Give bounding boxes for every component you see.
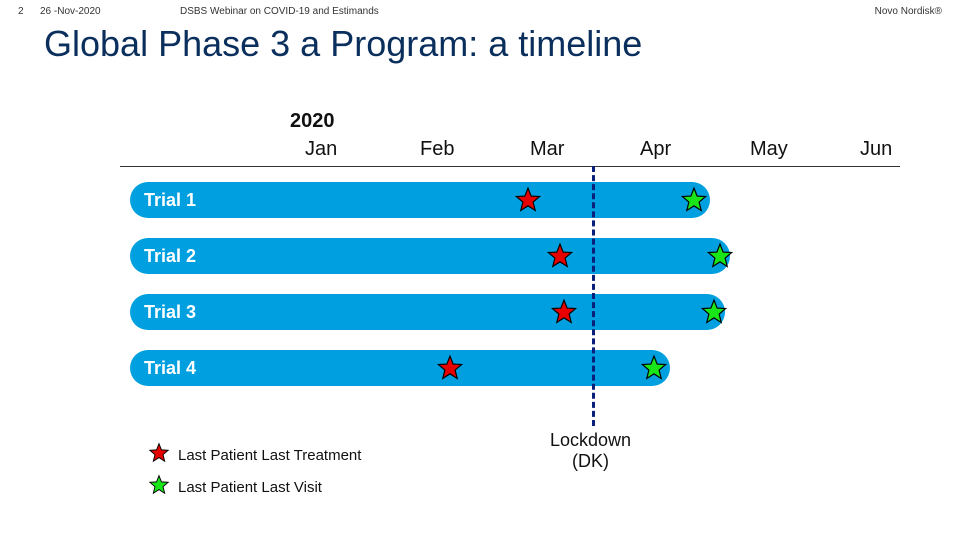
slide-header: 2 26 -Nov-2020 DSBS Webinar on COVID-19 … [0,0,960,17]
page-number: 2 [18,6,40,17]
star-icon [148,442,170,468]
star-icon [700,298,728,326]
legend-label-green: Last Patient Last Visit [178,479,322,496]
trial-bar: Trial 3 [130,294,725,330]
star-icon [550,298,578,326]
legend-row-lplt: Last Patient Last Treatment [148,442,361,468]
star-icon [514,186,542,214]
header-webinar: DSBS Webinar on COVID-19 and Estimands [180,6,875,17]
axis-line [120,166,900,167]
month-label: Jun [860,138,892,161]
trial-bar: Trial 2 [130,238,730,274]
header-date: 26 -Nov-2020 [40,6,180,17]
star-icon [640,354,668,382]
star-icon [436,354,464,382]
month-label: May [750,138,788,161]
star-icon [680,186,708,214]
month-label: Jan [305,138,337,161]
header-brand: Novo Nordisk® [875,6,942,17]
page-title: Global Phase 3 a Program: a timeline [0,17,960,65]
legend-row-lplv: Last Patient Last Visit [148,474,361,500]
star-icon [706,242,734,270]
trial-bar: Trial 1 [130,182,710,218]
year-label: 2020 [290,110,335,133]
lockdown-line [592,166,595,426]
trial-bar: Trial 4 [130,350,670,386]
month-label: Feb [420,138,454,161]
star-icon [546,242,574,270]
month-label: Mar [530,138,564,161]
legend-label-red: Last Patient Last Treatment [178,447,361,464]
month-label: Apr [640,138,671,161]
legend: Last Patient Last Treatment Last Patient… [148,442,361,506]
timeline-chart: 2020 Jan Feb Mar Apr May Jun Trial 1 Trial 2 Tria… [120,110,910,450]
star-icon [148,474,170,500]
lockdown-label: Lockdown(DK) [550,430,631,471]
